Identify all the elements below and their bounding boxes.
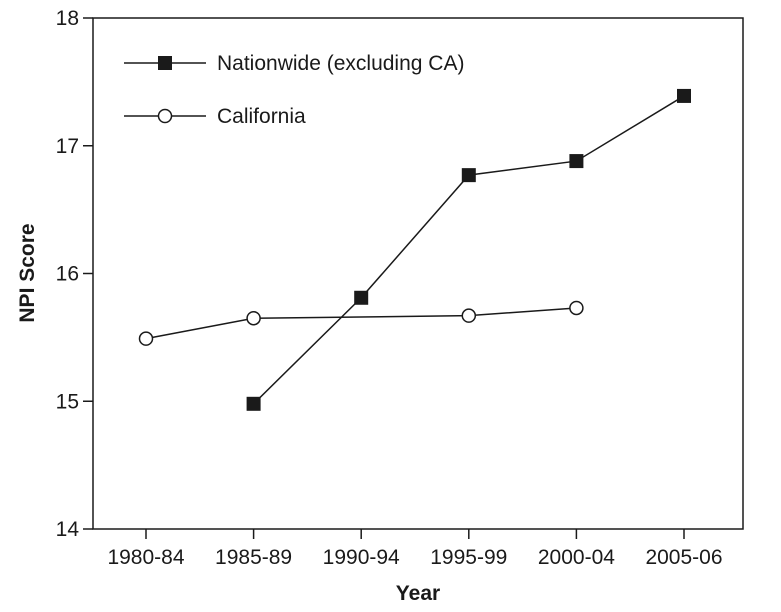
x-tick-label: 1980-84 [107, 546, 184, 569]
y-tick-label: 15 [56, 390, 79, 413]
legend-label: California [217, 105, 306, 128]
x-tick-label: 1990-94 [323, 546, 400, 569]
data-point-square [246, 396, 261, 411]
series-line-0 [253, 95, 685, 405]
y-axis-title: NPI Score [16, 223, 39, 322]
x-tick-label: 2005-06 [645, 546, 722, 569]
y-tick-label: 17 [56, 135, 79, 158]
y-tick-label: 18 [56, 7, 79, 30]
data-point-square [461, 168, 476, 183]
data-point-square [354, 290, 369, 305]
plot-frame [92, 17, 744, 530]
legend: Nationwide (excluding CA) California [124, 52, 464, 128]
x-axis-title: Year [396, 582, 440, 605]
legend-marker-square [158, 56, 172, 70]
y-tick-label: 14 [56, 518, 80, 541]
y-tick-label: 16 [56, 263, 79, 286]
data-point-square [569, 154, 584, 169]
legend-label: Nationwide (excluding CA) [217, 52, 464, 75]
x-tick-label: 2000-04 [538, 546, 615, 569]
data-point-circle [246, 310, 261, 326]
series-line-1 [145, 307, 577, 340]
series-layer [138, 88, 691, 411]
data-point-square [677, 88, 691, 103]
data-point-circle [138, 331, 154, 346]
data-point-circle [569, 300, 584, 316]
x-tick-label: 1985-89 [215, 546, 292, 569]
x-tick-label: 1995-99 [430, 546, 507, 569]
x-axis-ticks: 1980-84 1985-89 1990-94 1995-99 2000-04 2005-… [107, 529, 723, 569]
legend-marker-circle [157, 108, 173, 124]
y-axis-ticks: 14 15 16 17 18 [56, 7, 93, 541]
data-point-circle [461, 308, 477, 323]
